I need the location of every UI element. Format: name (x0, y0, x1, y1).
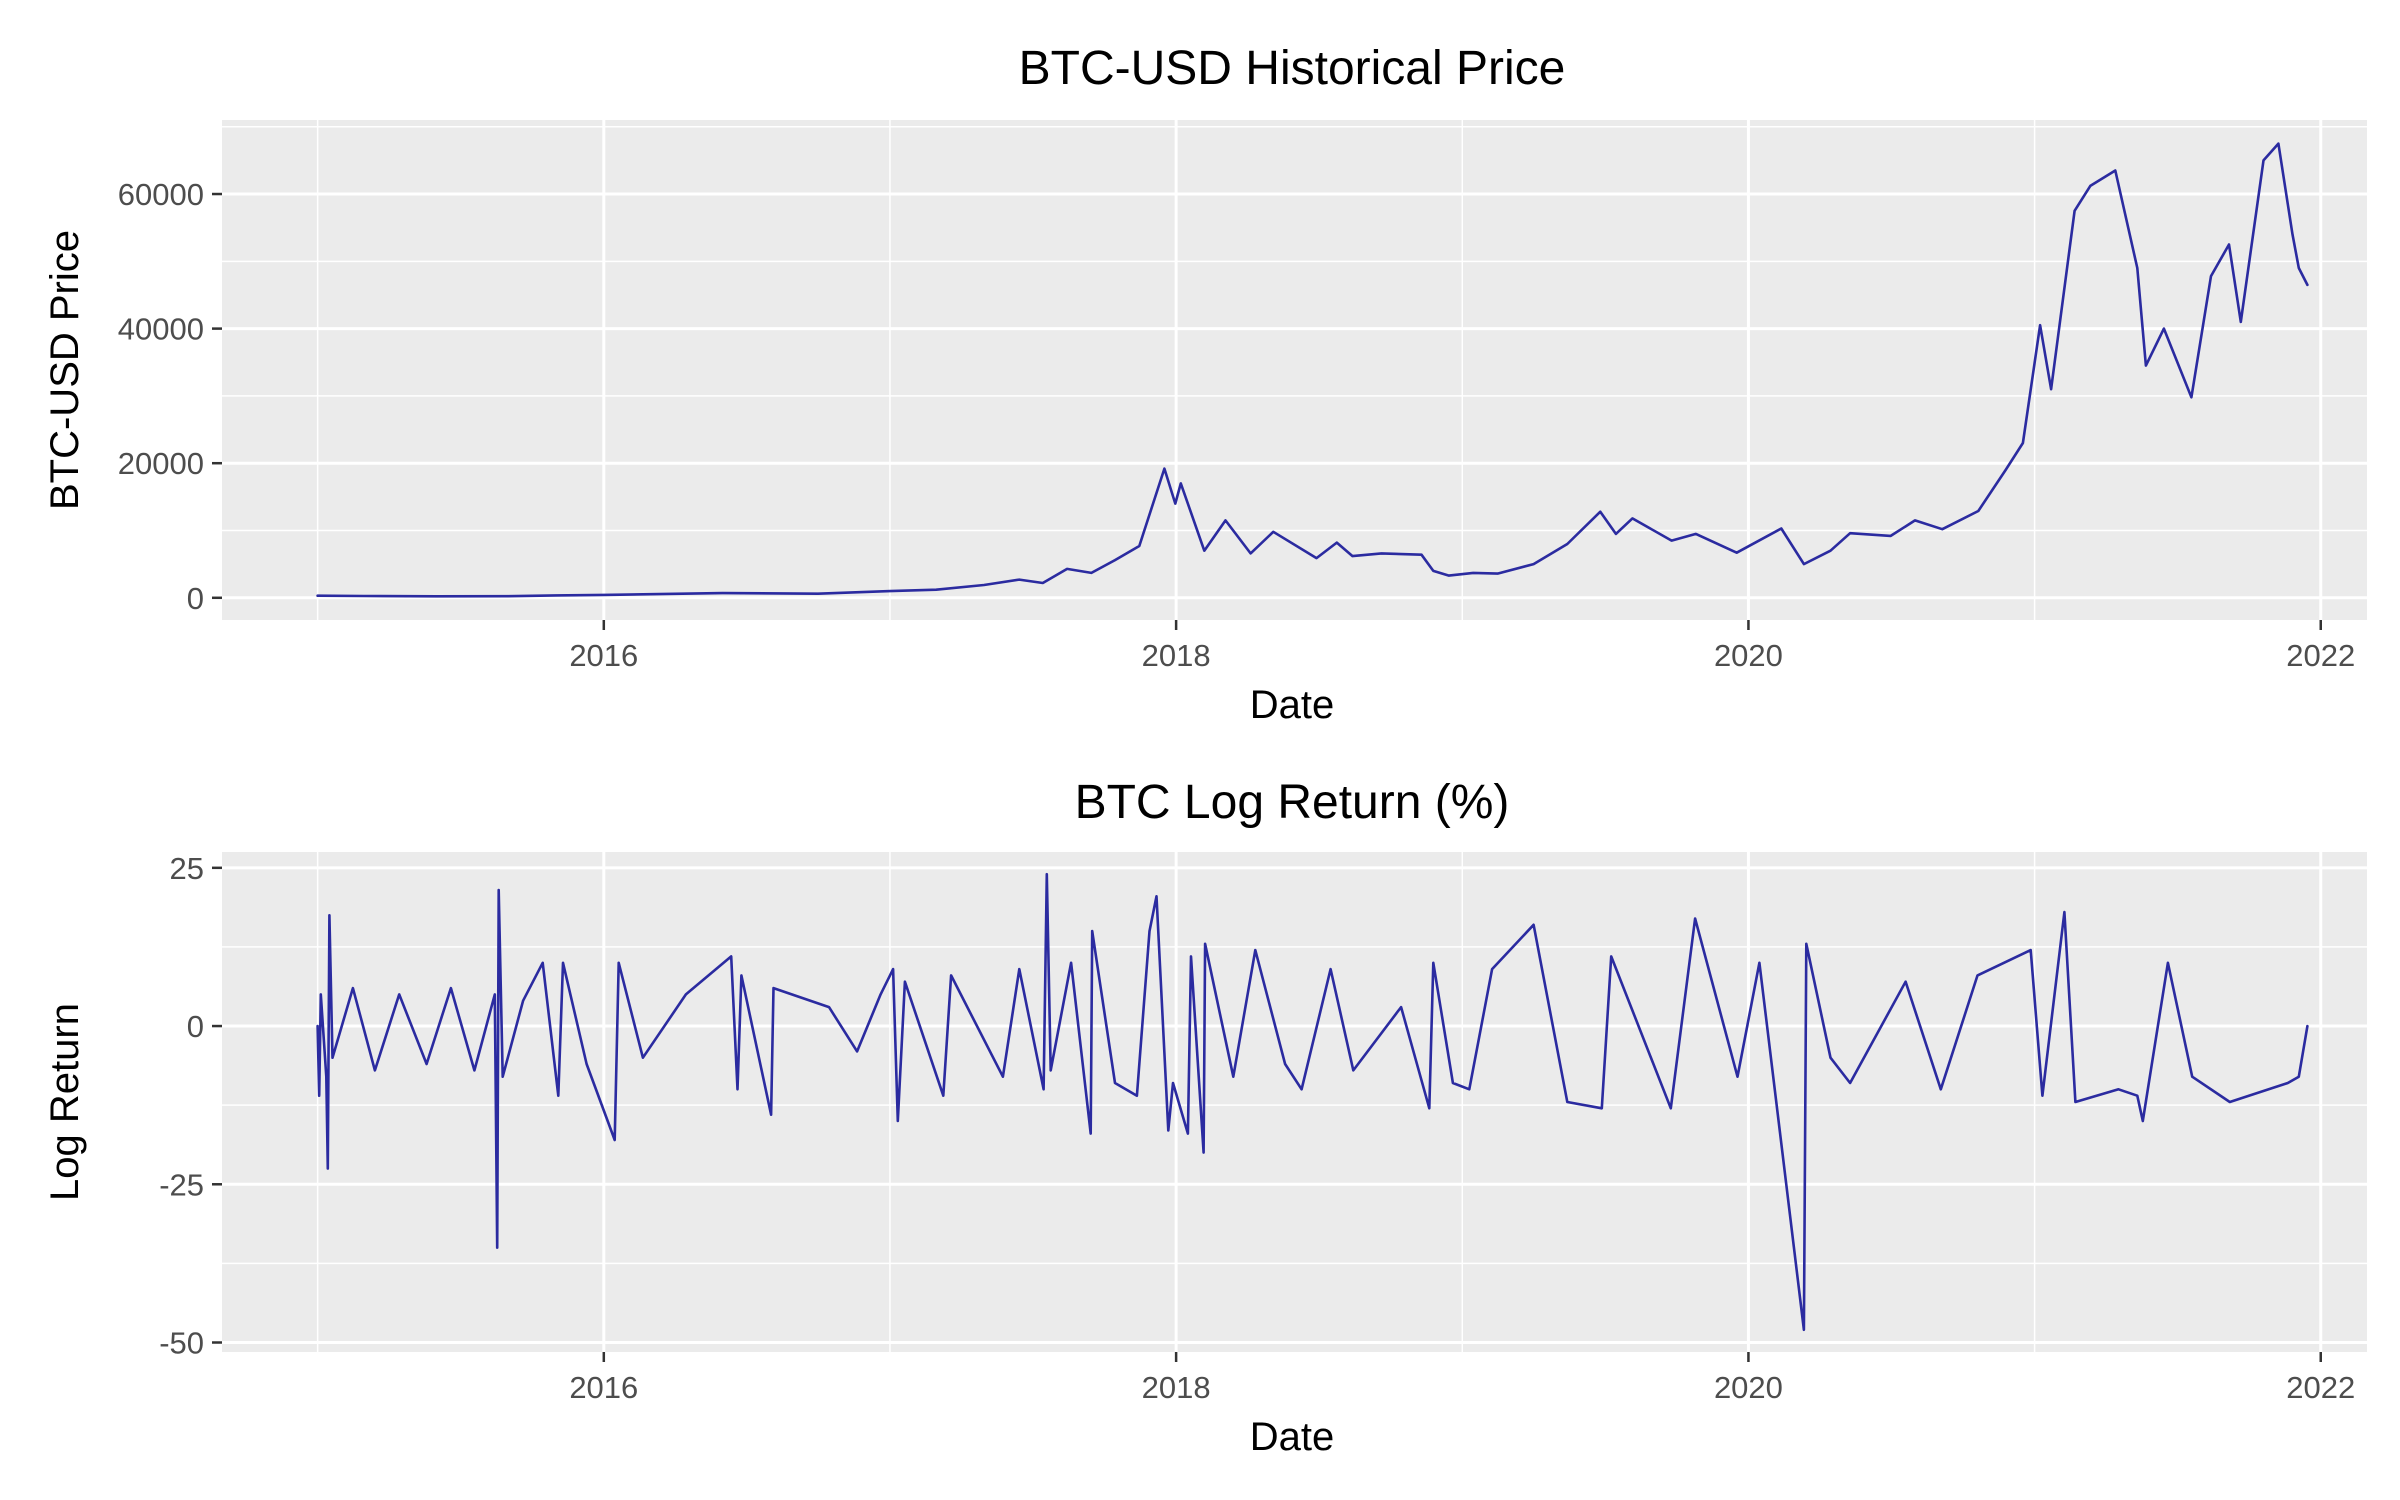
log-return-y-tick-label: 25 (170, 851, 204, 886)
price-y-tick-label: 0 (187, 581, 204, 616)
log-return-chart-title: BTC Log Return (%) (1075, 776, 1510, 829)
log-return-gridlines (222, 852, 2367, 1352)
price-y-ticks: 0 20000 40000 60000 (118, 177, 222, 616)
price-x-tick-label: 2020 (1714, 638, 1783, 673)
price-x-tick-label: 2022 (2286, 638, 2355, 673)
price-y-tick-label: 20000 (118, 446, 204, 481)
log-return-x-axis-title: Date (1250, 1415, 1335, 1459)
price-series-line (316, 142, 2309, 598)
price-x-tick-label: 2016 (569, 638, 638, 673)
log-return-x-tick-label: 2018 (1142, 1370, 1211, 1405)
log-return-plot-panel (222, 852, 2367, 1352)
price-x-ticks: 2016 2018 2020 2022 (569, 620, 2355, 673)
price-y-tick-label: 40000 (118, 312, 204, 347)
log-return-y-tick-label: -25 (159, 1167, 204, 1202)
log-return-x-tick-label: 2020 (1714, 1370, 1783, 1405)
price-x-axis-title: Date (1250, 683, 1335, 727)
log-return-chart: BTC Log Return (%) 2016 2018 2020 2022 25 0 -… (43, 776, 2367, 1459)
log-return-series-line (316, 872, 2309, 1332)
log-return-y-ticks: 25 0 -25 -50 (159, 851, 222, 1361)
price-y-axis-title: BTC-USD Price (43, 230, 87, 510)
price-chart: BTC-USD Historical Price 2016 2018 2020 202… (43, 42, 2367, 727)
log-return-y-tick-label: -50 (159, 1326, 204, 1361)
price-plot-panel (222, 120, 2367, 620)
log-return-x-tick-label: 2016 (569, 1370, 638, 1405)
price-x-tick-label: 2018 (1142, 638, 1211, 673)
log-return-x-tick-label: 2022 (2286, 1370, 2355, 1405)
log-return-y-tick-label: 0 (187, 1009, 204, 1044)
log-return-x-ticks: 2016 2018 2020 2022 (569, 1352, 2355, 1405)
price-y-tick-label: 60000 (118, 177, 204, 212)
log-return-y-axis-title: Log Return (43, 1003, 87, 1201)
price-chart-title: BTC-USD Historical Price (1019, 42, 1566, 95)
